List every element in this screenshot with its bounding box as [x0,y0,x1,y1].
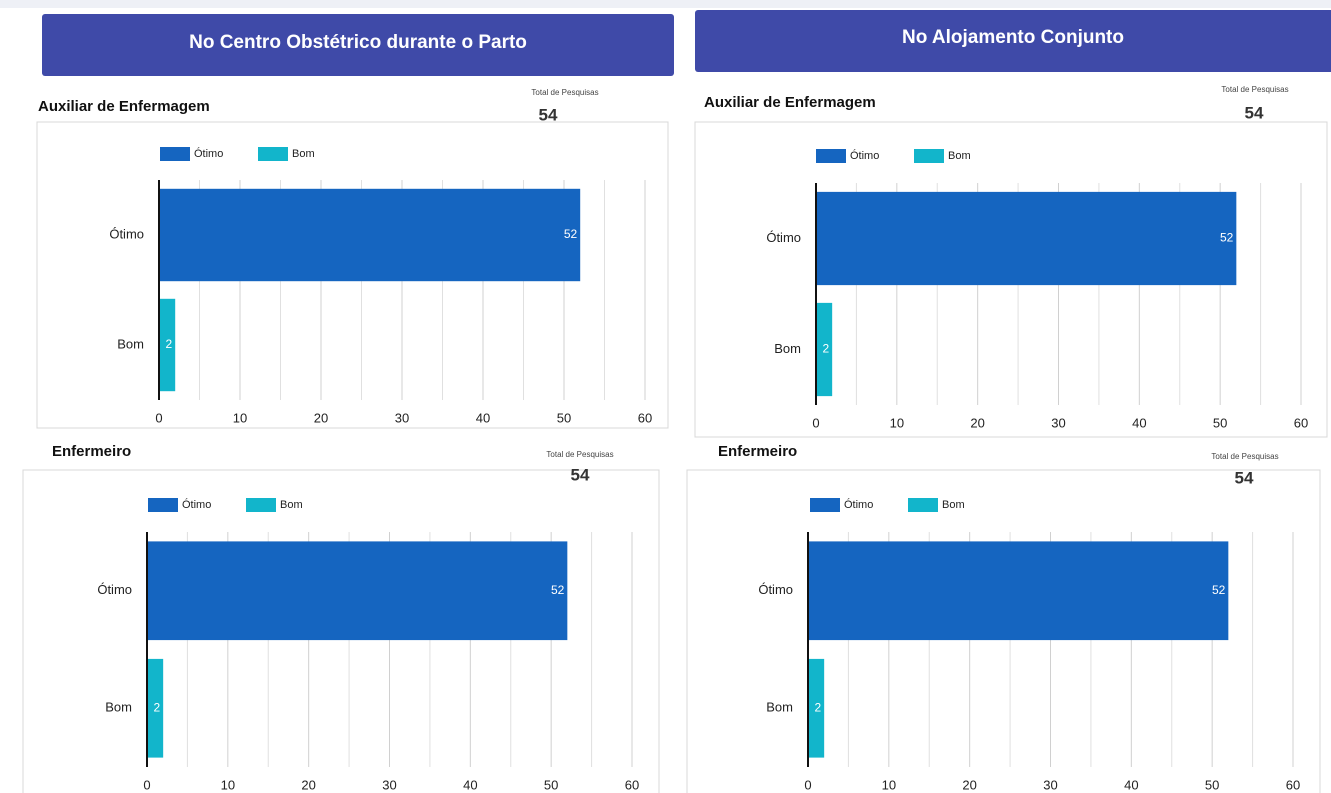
section-title: No Centro Obstétrico durante o Parto [189,32,527,53]
value-label: 2 [166,337,173,351]
value-label: 52 [551,583,565,597]
x-tick-label: 20 [314,410,328,425]
legend-label: Bom [280,499,303,511]
x-tick-label: 10 [882,777,896,792]
legend-swatch [160,147,190,161]
x-tick-label: 50 [1213,415,1227,430]
x-tick-label: 50 [1205,777,1219,792]
section-title: No Alojamento Conjunto [902,27,1124,48]
value-label: 52 [564,227,578,241]
y-tick-label: Bom [774,341,801,356]
x-tick-label: 60 [625,777,639,792]
x-tick-label: 40 [476,410,490,425]
legend-swatch [914,149,944,163]
x-tick-label: 60 [1294,415,1308,430]
legend-label: Bom [292,148,315,160]
x-tick-label: 10 [233,410,247,425]
bar [808,658,825,758]
x-tick-label: 40 [463,777,477,792]
value-label: 2 [153,700,160,714]
x-tick-label: 60 [638,410,652,425]
y-tick-label: Ótimo [758,582,793,597]
y-tick-label: Bom [105,700,132,715]
x-tick-label: 10 [221,777,235,792]
bar [147,541,568,641]
value-label: 2 [814,700,821,714]
total-label: Total de Pesquisas [531,88,598,97]
total-value: 54 [1245,103,1264,122]
panel-title: Auxiliar de Enfermagem [704,94,876,111]
x-tick-label: 50 [557,410,571,425]
legend-label: Ótimo [844,498,873,511]
legend-swatch [810,498,840,512]
legend-swatch [148,498,178,512]
legend-swatch [816,149,846,163]
y-tick-label: Bom [766,700,793,715]
legend-label: Ótimo [850,149,879,162]
x-tick-label: 0 [804,777,811,792]
panel-title: Enfermeiro [52,443,131,460]
value-label: 52 [1212,583,1226,597]
x-tick-label: 40 [1124,777,1138,792]
value-label: 52 [1220,231,1234,245]
x-tick-label: 60 [1286,777,1300,792]
legend-swatch [246,498,276,512]
y-tick-label: Ótimo [766,230,801,245]
x-tick-label: 30 [382,777,396,792]
x-tick-label: 40 [1132,415,1146,430]
x-tick-label: 0 [812,415,819,430]
legend-label: Ótimo [182,498,211,511]
legend-label: Bom [942,499,965,511]
total-value: 54 [539,105,558,124]
x-tick-label: 50 [544,777,558,792]
bar [816,302,833,397]
legend-label: Bom [948,150,971,162]
top-strip [0,0,1331,8]
x-tick-label: 20 [962,777,976,792]
value-label: 2 [822,342,829,356]
x-tick-label: 20 [970,415,984,430]
total-label: Total de Pesquisas [546,450,613,459]
bar [159,188,581,282]
bar [816,191,1237,286]
total-value: 54 [571,465,590,484]
bar [159,298,176,392]
bar [808,541,1229,641]
x-tick-label: 0 [155,410,162,425]
legend-label: Ótimo [194,147,223,160]
x-tick-label: 20 [301,777,315,792]
total-label: Total de Pesquisas [1221,85,1288,94]
x-tick-label: 30 [395,410,409,425]
total-value: 54 [1235,468,1254,487]
section-header [42,14,674,76]
x-tick-label: 10 [890,415,904,430]
legend-swatch [258,147,288,161]
panel-title: Auxiliar de Enfermagem [38,98,210,115]
legend-swatch [908,498,938,512]
y-tick-label: Ótimo [109,226,144,241]
total-label: Total de Pesquisas [1211,452,1278,461]
y-tick-label: Ótimo [97,582,132,597]
panel-title: Enfermeiro [718,443,797,460]
section-header [695,10,1331,72]
x-tick-label: 30 [1043,777,1057,792]
x-tick-label: 30 [1051,415,1065,430]
bar [147,658,164,758]
y-tick-label: Bom [117,336,144,351]
x-tick-label: 0 [143,777,150,792]
